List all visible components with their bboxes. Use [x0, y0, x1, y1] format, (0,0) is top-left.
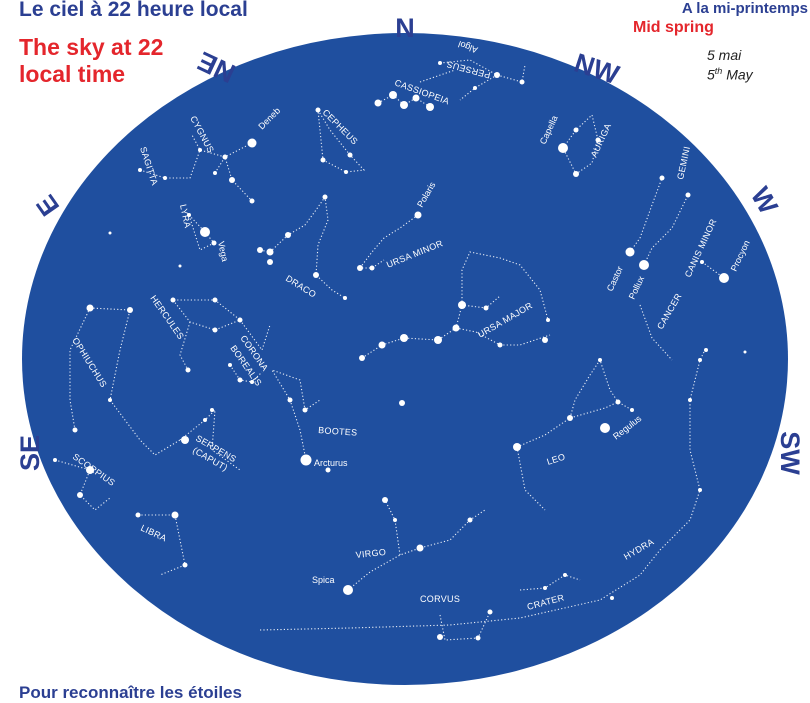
line-ursa-major — [361, 295, 501, 359]
line-hercules-3 — [239, 319, 271, 352]
line-cancer — [639, 304, 673, 361]
star-arcturus — [300, 454, 312, 466]
star-pollux — [639, 260, 649, 270]
star-procyon — [719, 273, 729, 283]
date-french: 5 mai — [707, 47, 742, 63]
season-english: Mid spring — [633, 19, 714, 36]
label-vega: Vega — [216, 240, 230, 262]
line-algol — [419, 69, 456, 83]
title-french: Le ciel à 22 heure local — [19, 0, 248, 21]
line-gemini — [629, 177, 663, 253]
star-regulus — [600, 423, 610, 433]
line-hercules — [172, 299, 242, 331]
title-english: The sky at 22 local time — [19, 34, 164, 87]
direction-sw: SW — [775, 431, 805, 475]
star-castor — [625, 247, 635, 257]
direction-e: E — [30, 189, 65, 221]
line-ursa-major-3 — [461, 251, 549, 321]
stars — [53, 61, 747, 641]
label-arcturus: Arcturus — [314, 458, 348, 468]
line-ophiuchus-2 — [69, 307, 91, 431]
line-leo-3 — [516, 446, 546, 511]
label-lyra: LYRA — [178, 203, 193, 229]
footer-caption: Pour reconnaître les étoiles — [19, 683, 242, 702]
line-gemini-2 — [643, 194, 689, 266]
line-corona — [229, 364, 263, 383]
line-hydra — [259, 349, 706, 631]
label-bootes: BOOTES — [318, 425, 358, 438]
star-deneb — [247, 138, 257, 148]
star-vega — [200, 227, 210, 237]
direction-se: SE — [15, 435, 45, 471]
direction-n: N — [395, 13, 415, 43]
star-spica — [343, 585, 353, 595]
star-capella — [558, 143, 568, 153]
line-cygnus — [191, 134, 253, 158]
sky-disc — [22, 33, 788, 685]
line-hercules-2 — [179, 321, 191, 371]
line-scorpius — [54, 459, 111, 511]
line-perseus — [439, 59, 526, 83]
direction-w: W — [745, 182, 784, 220]
line-leo — [516, 401, 633, 448]
line-perseus-2 — [459, 74, 498, 101]
line-cassiopeia — [377, 94, 431, 108]
label-spica: Spica — [312, 575, 335, 585]
line-canis-minor — [701, 261, 725, 279]
label-virgo: VIRGO — [355, 547, 386, 560]
date-english: 5th May — [707, 66, 753, 83]
star-polaris — [414, 211, 422, 219]
season-french: A la mi-printemps — [681, 0, 808, 17]
line-cygnus-2 — [214, 155, 253, 202]
line-serpens — [179, 408, 241, 471]
label-corvus: CORVUS — [420, 594, 460, 604]
